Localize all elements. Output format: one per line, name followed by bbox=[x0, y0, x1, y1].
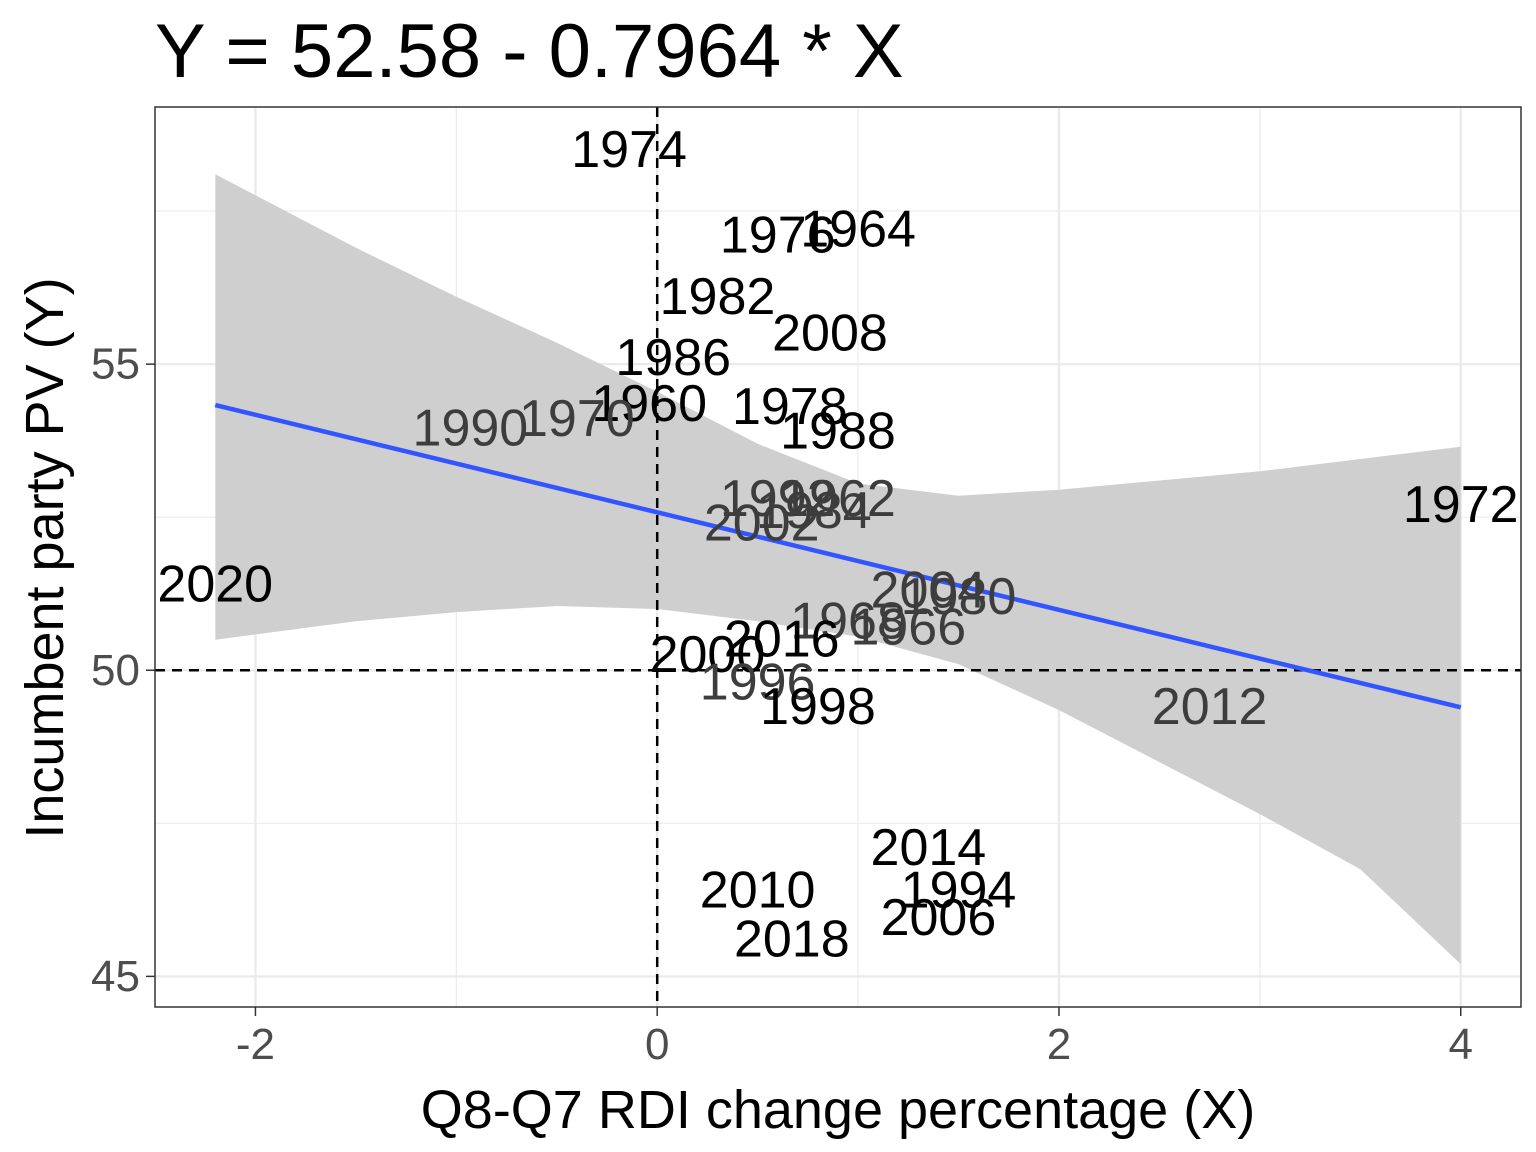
point-label-2014: 2014 bbox=[871, 819, 987, 877]
x-tick-label: -2 bbox=[236, 1020, 275, 1069]
x-tick-label: 0 bbox=[645, 1020, 669, 1069]
point-label-1966: 1966 bbox=[850, 598, 966, 656]
point-label-1992: 1992 bbox=[720, 470, 836, 528]
axis-ticks: -2 0 2 4 45 50 55 bbox=[91, 340, 1473, 1069]
y-tick-label: 50 bbox=[91, 646, 140, 695]
point-label-2004: 2004 bbox=[871, 562, 987, 620]
regression-line bbox=[214, 402, 1462, 710]
y-axis-title: Incumbent party PV (Y) bbox=[15, 277, 75, 838]
point-label-1970: 1970 bbox=[519, 390, 635, 448]
point-label-2010: 2010 bbox=[700, 862, 816, 920]
point-label-1996: 1996 bbox=[700, 654, 816, 712]
point-label-1978: 1978 bbox=[732, 378, 848, 436]
point-label-1982: 1982 bbox=[660, 268, 776, 326]
point-label-2020: 2020 bbox=[157, 556, 273, 614]
y-tick-label: 45 bbox=[91, 952, 140, 1001]
point-label-1974: 1974 bbox=[571, 121, 687, 179]
point-label-2006: 2006 bbox=[881, 889, 997, 947]
point-label-2016: 2016 bbox=[724, 611, 840, 669]
point-label-1994: 1994 bbox=[901, 862, 1017, 920]
point-label-1980: 1980 bbox=[901, 568, 1017, 626]
confidence-band bbox=[215, 174, 1461, 965]
x-tick-label: 2 bbox=[1047, 1020, 1071, 1069]
y-tick-label: 55 bbox=[91, 340, 140, 389]
point-label-2008: 2008 bbox=[772, 305, 888, 363]
point-label-1990: 1990 bbox=[413, 399, 529, 457]
point-label-1962: 1962 bbox=[780, 470, 896, 528]
point-label-2012: 2012 bbox=[1152, 678, 1268, 736]
point-label-2002: 2002 bbox=[704, 494, 820, 552]
x-axis-title: Q8-Q7 RDI change percentage (X) bbox=[421, 1080, 1255, 1140]
point-label-1972: 1972 bbox=[1403, 476, 1519, 534]
panel-border bbox=[154, 106, 1522, 1008]
point-label-1988: 1988 bbox=[780, 402, 896, 460]
x-tick-label: 4 bbox=[1448, 1020, 1472, 1069]
point-label-1960: 1960 bbox=[591, 375, 707, 433]
point-label-1976: 1976 bbox=[720, 207, 836, 265]
point-label-1964: 1964 bbox=[800, 200, 916, 258]
chart-title: Y = 52.58 - 0.7964 * X bbox=[155, 9, 904, 94]
point-label-1986: 1986 bbox=[615, 329, 731, 387]
point-label-1984: 1984 bbox=[756, 482, 872, 540]
point-label-2018: 2018 bbox=[734, 911, 850, 969]
point-label-1998: 1998 bbox=[760, 678, 876, 736]
point-label-2000: 2000 bbox=[650, 626, 766, 684]
point-label-1968: 1968 bbox=[790, 592, 906, 650]
